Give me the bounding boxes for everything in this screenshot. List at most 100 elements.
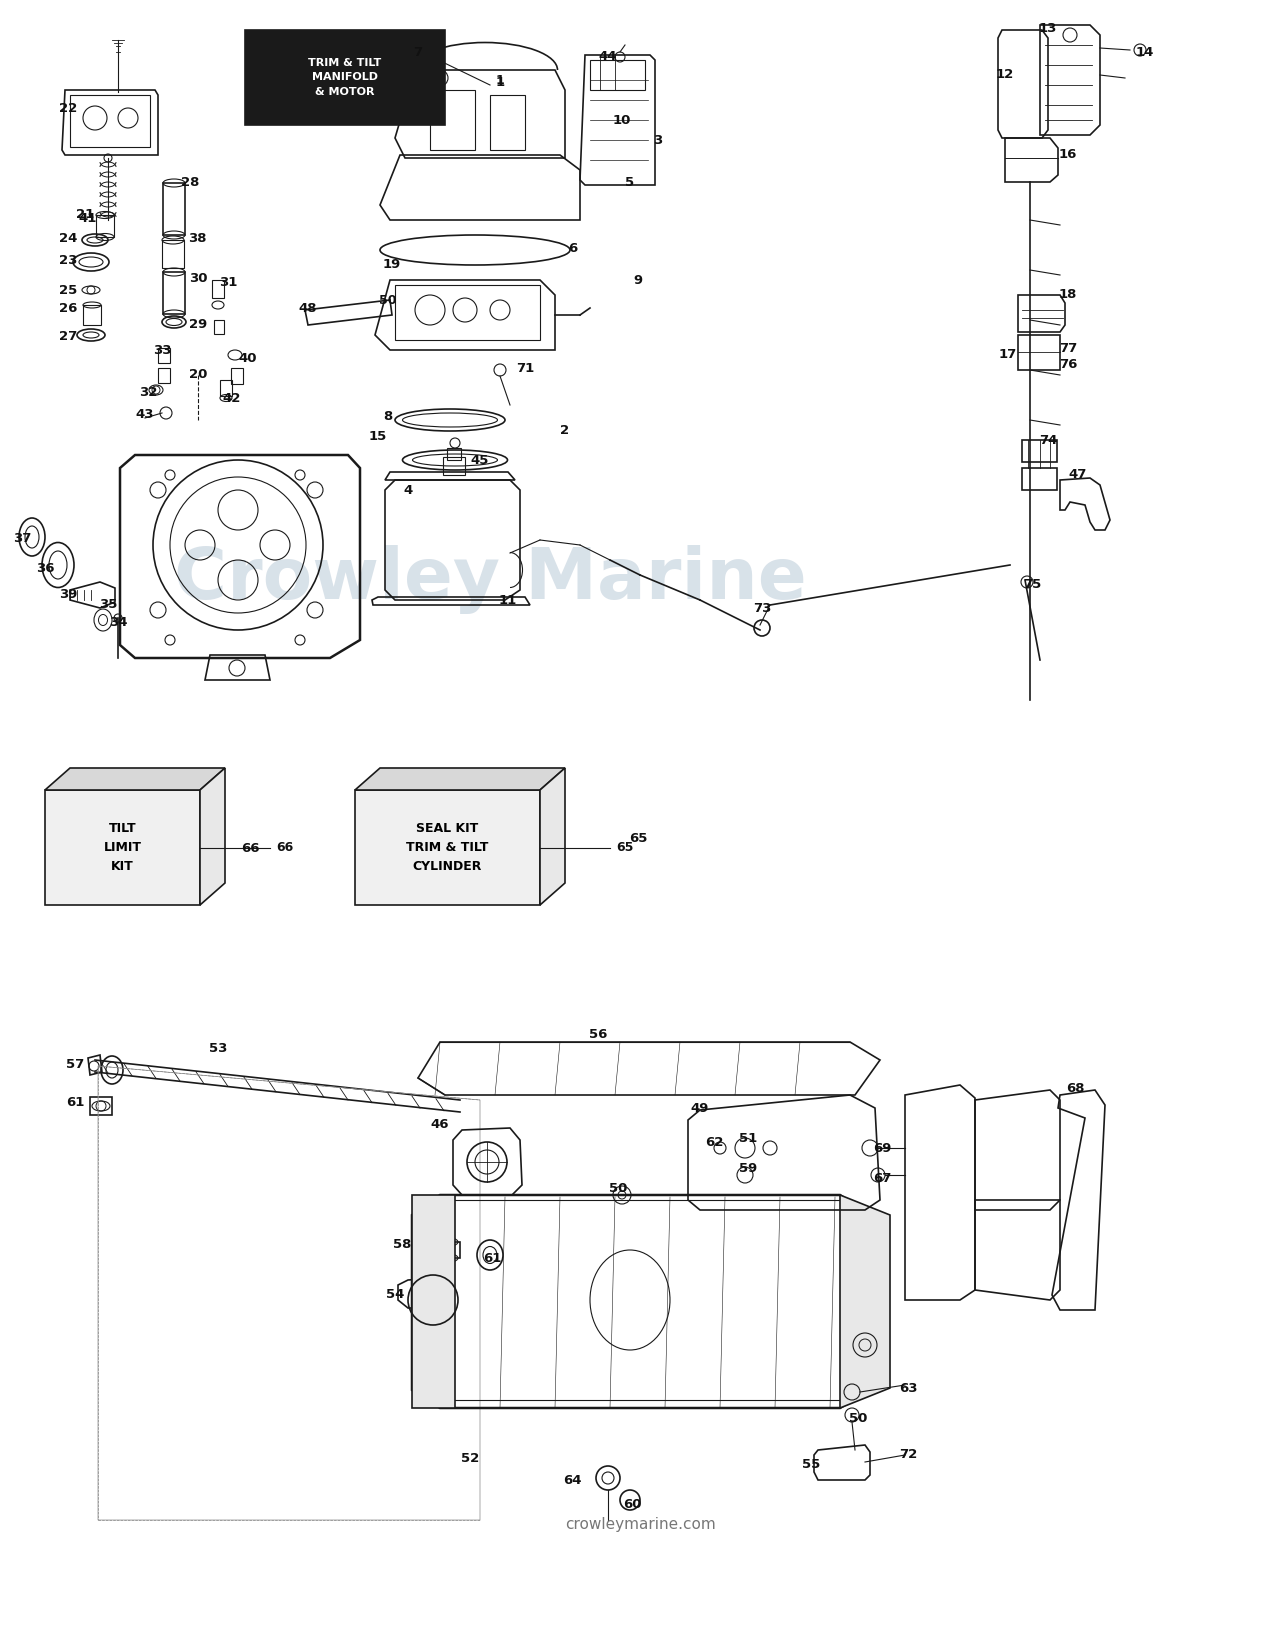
Text: 60: 60: [623, 1498, 641, 1511]
Text: 14: 14: [1136, 46, 1154, 58]
Bar: [490, 94, 525, 150]
Polygon shape: [540, 769, 564, 905]
Text: 20: 20: [189, 369, 208, 382]
Polygon shape: [412, 1194, 455, 1407]
Bar: [415, 1242, 460, 1258]
Bar: [163, 271, 185, 314]
Text: 34: 34: [108, 616, 127, 629]
Bar: [590, 60, 645, 89]
Text: 22: 22: [59, 101, 78, 114]
Text: 32: 32: [139, 385, 157, 398]
Text: 42: 42: [223, 392, 241, 405]
Text: 36: 36: [36, 562, 55, 575]
Text: 77: 77: [1059, 341, 1077, 354]
Bar: [220, 380, 232, 396]
Text: 16: 16: [1059, 148, 1078, 161]
Text: 6: 6: [568, 242, 577, 255]
Text: 1: 1: [496, 75, 505, 88]
Text: TRIM & TILT
MANIFOLD
& MOTOR: TRIM & TILT MANIFOLD & MOTOR: [308, 58, 382, 98]
Text: 63: 63: [898, 1381, 917, 1394]
Text: 23: 23: [59, 254, 78, 266]
Bar: [70, 94, 150, 146]
Text: 31: 31: [219, 276, 237, 289]
Text: 43: 43: [136, 408, 154, 421]
Bar: [90, 1097, 112, 1115]
Text: 50: 50: [848, 1412, 868, 1425]
Text: 11: 11: [499, 593, 517, 606]
Text: 18: 18: [1059, 289, 1078, 302]
Text: 49: 49: [691, 1102, 710, 1115]
Text: 69: 69: [873, 1141, 892, 1154]
Text: 9: 9: [633, 273, 642, 286]
Text: 13: 13: [1038, 21, 1057, 34]
Text: 47: 47: [1069, 468, 1087, 481]
Text: 40: 40: [238, 351, 257, 364]
Text: 50: 50: [609, 1181, 627, 1194]
Bar: [163, 184, 185, 236]
Text: 28: 28: [181, 176, 199, 188]
Bar: [231, 367, 243, 383]
Text: 74: 74: [1038, 434, 1057, 447]
Text: 37: 37: [13, 531, 31, 544]
Text: 21: 21: [76, 208, 94, 221]
Polygon shape: [840, 1194, 891, 1407]
Text: 24: 24: [59, 231, 78, 244]
Bar: [245, 29, 445, 125]
Bar: [158, 348, 169, 362]
Bar: [162, 240, 183, 268]
Text: 29: 29: [189, 318, 208, 331]
Text: 19: 19: [383, 258, 401, 271]
Text: 53: 53: [209, 1042, 227, 1055]
Text: 12: 12: [996, 68, 1014, 81]
Text: 75: 75: [1023, 578, 1041, 592]
Text: 38: 38: [187, 231, 206, 244]
Text: 17: 17: [999, 348, 1017, 361]
Bar: [443, 457, 465, 474]
Text: 48: 48: [298, 302, 317, 315]
Text: 10: 10: [613, 114, 631, 127]
Text: 56: 56: [589, 1029, 608, 1042]
Polygon shape: [355, 769, 564, 790]
Text: 30: 30: [189, 271, 208, 284]
Text: 15: 15: [369, 429, 387, 442]
Text: 61: 61: [483, 1251, 501, 1264]
Text: 72: 72: [899, 1448, 917, 1461]
Text: 65: 65: [617, 842, 633, 855]
Text: 66: 66: [241, 842, 259, 855]
Text: 64: 64: [563, 1474, 581, 1487]
Text: 59: 59: [739, 1162, 757, 1175]
Text: 62: 62: [705, 1136, 724, 1149]
Bar: [415, 1199, 845, 1401]
Text: 44: 44: [599, 50, 617, 63]
Text: 55: 55: [801, 1459, 820, 1472]
Text: 45: 45: [471, 453, 489, 466]
Text: SEAL KIT
TRIM & TILT
CYLINDER: SEAL KIT TRIM & TILT CYLINDER: [406, 822, 489, 873]
Bar: [214, 320, 224, 335]
Bar: [1022, 468, 1057, 491]
Text: 5: 5: [626, 176, 634, 188]
Text: 3: 3: [654, 133, 662, 146]
Text: 51: 51: [739, 1131, 757, 1144]
Text: 65: 65: [629, 832, 647, 845]
Text: 27: 27: [59, 330, 78, 343]
Text: 4: 4: [404, 484, 413, 497]
Bar: [431, 89, 475, 150]
Text: 2: 2: [561, 424, 569, 437]
Polygon shape: [45, 769, 225, 790]
Text: 1: 1: [496, 73, 505, 86]
Text: crowleymarine.com: crowleymarine.com: [564, 1518, 716, 1532]
Text: 57: 57: [66, 1058, 84, 1071]
Text: 67: 67: [873, 1172, 892, 1185]
Bar: [45, 790, 200, 905]
Text: TILT
LIMIT
KIT: TILT LIMIT KIT: [103, 822, 141, 873]
Text: 61: 61: [66, 1095, 84, 1108]
Bar: [1022, 440, 1057, 462]
Bar: [447, 449, 461, 460]
Text: 26: 26: [59, 302, 78, 315]
Text: 41: 41: [79, 211, 97, 224]
Text: 73: 73: [753, 601, 771, 614]
Text: 46: 46: [431, 1118, 450, 1131]
Text: 66: 66: [276, 842, 293, 855]
Text: 35: 35: [99, 598, 117, 611]
Text: 52: 52: [461, 1451, 479, 1464]
